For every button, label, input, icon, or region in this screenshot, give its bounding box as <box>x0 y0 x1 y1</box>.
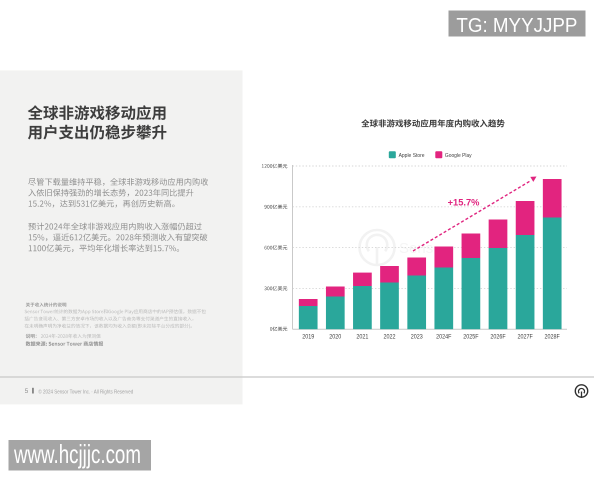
svg-text:Google Play: Google Play <box>445 153 472 159</box>
svg-text:© 2024 Sensor Tower Inc. · All: © 2024 Sensor Tower Inc. · All Rights Re… <box>38 388 133 396</box>
svg-text:2019: 2019 <box>302 334 314 340</box>
svg-text:2023: 2023 <box>411 334 423 340</box>
svg-text:TG: MYYJJPP: TG: MYYJJPP <box>456 14 577 37</box>
svg-text:2028F: 2028F <box>545 334 561 340</box>
svg-text:2024F: 2024F <box>436 334 452 340</box>
svg-text:www.hcjjjc.com: www.hcjjjc.com <box>13 440 141 468</box>
svg-text:2027F: 2027F <box>517 334 533 340</box>
svg-text:2025F: 2025F <box>463 334 479 340</box>
svg-text:+15.7%: +15.7% <box>448 198 481 208</box>
svg-text:2022: 2022 <box>383 334 395 340</box>
svg-text:5: 5 <box>25 388 29 395</box>
svg-text:2020: 2020 <box>329 334 342 340</box>
svg-text:Sens: Sens <box>399 240 433 257</box>
svg-text:2026F: 2026F <box>490 334 506 340</box>
svg-text:2021: 2021 <box>356 334 368 340</box>
svg-text:Apple Store: Apple Store <box>399 153 425 159</box>
